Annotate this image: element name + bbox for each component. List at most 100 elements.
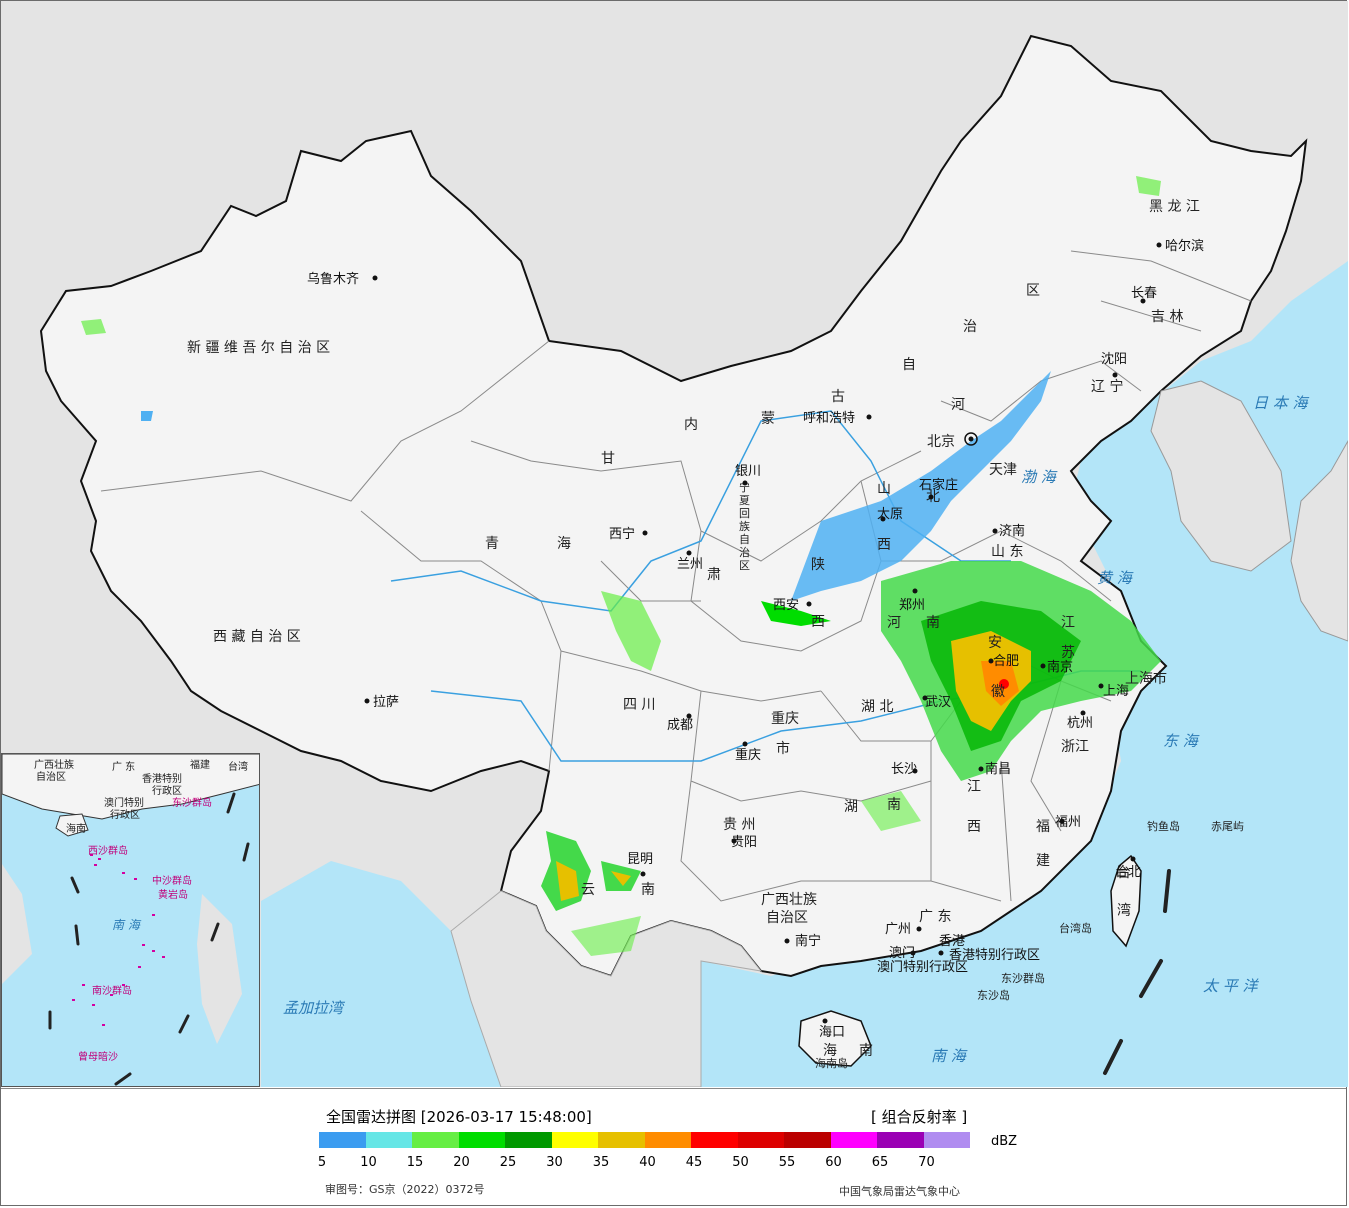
- label-hk-sar: 香港特别行政区: [949, 948, 1040, 963]
- province-neimenggu-1: 内: [684, 417, 698, 433]
- island-dongshaqundao: 东沙群岛: [1001, 971, 1045, 985]
- inset-guangxi-2: 自治区: [36, 772, 66, 783]
- city-harbin: 哈尔滨: [1165, 238, 1204, 254]
- city-nanning: 南宁: [795, 933, 821, 949]
- sea-labels: 渤 海 黄 海 东 海 南 海 日 本 海 太 平 洋 孟加拉湾: [283, 394, 1310, 1065]
- city-taiyuan: 太原: [877, 507, 903, 522]
- city-nanjing: 南京: [1047, 659, 1073, 675]
- tick-label: 40: [639, 1155, 656, 1170]
- province-jiangxi-1: 江: [967, 779, 981, 795]
- inset-hainan: 海南: [66, 824, 86, 835]
- ningxia-c5: 自: [739, 533, 750, 546]
- province-neimenggu-4: 自: [902, 357, 916, 373]
- province-fujian-2: 建: [1036, 853, 1050, 869]
- label-macao-sar: 澳门特别行政区: [877, 959, 968, 975]
- province-shaanxi-1: 陕: [811, 557, 825, 573]
- city-wuhan: 武汉: [925, 695, 951, 710]
- province-jiangsu-2: 苏: [1061, 645, 1075, 661]
- city-shenyang: 沈阳: [1101, 352, 1127, 367]
- tick-label: 35: [592, 1155, 610, 1170]
- province-qinghai-1: 青: [485, 536, 499, 552]
- city-hangzhou: 杭州: [1067, 716, 1093, 731]
- city-shijiazhuang: 石家庄: [919, 477, 958, 493]
- city-markers: [364, 242, 1162, 1024]
- province-henan-1: 河: [887, 615, 901, 631]
- ocean: [701, 1, 1348, 1087]
- color-swatch-9: [737, 1132, 784, 1148]
- province-shanxi-1: 山: [877, 481, 891, 497]
- korea-peninsula: [1150, 380, 1292, 572]
- color-swatch-12: [877, 1132, 924, 1148]
- province-xinjiang: 新 疆 维 吾 尔 自 治 区: [187, 340, 330, 356]
- city-kunming: 昆明: [627, 852, 653, 867]
- inset-huangyan: 黄岩岛: [158, 890, 188, 901]
- inset-guangdong: 广 东: [112, 762, 136, 773]
- tick-label: 65: [871, 1155, 889, 1170]
- color-swatch-6: [598, 1132, 645, 1148]
- ningxia-c3: 回: [739, 507, 750, 520]
- province-jiangsu-1: 江: [1061, 615, 1075, 631]
- city-zhengzhou: 郑州: [899, 598, 925, 613]
- province-hebei-1: 河: [951, 397, 965, 413]
- island-hainandao: 海南岛: [815, 1056, 848, 1070]
- province-anhui-2: 徽: [991, 684, 1005, 700]
- inset-nanhai: 南 海: [112, 918, 140, 932]
- color-swatch-3: [458, 1132, 505, 1148]
- province-heilongjiang: 黑 龙 江: [1149, 199, 1200, 215]
- sea-taipingyang: 太 平 洋: [1203, 977, 1260, 995]
- beijing-marker-dot: [968, 436, 974, 442]
- south-china-sea-inset: 广西壮族 自治区 广 东 福建 台湾 香港特别 行政区 澳门特别 行政区 东沙群…: [1, 753, 260, 1087]
- province-jiangxi-2: 西: [967, 819, 981, 835]
- city-xining: 西宁: [609, 526, 635, 542]
- province-tianjin: 天津: [989, 462, 1017, 478]
- province-chongqing: 重庆: [771, 711, 799, 727]
- province-hainan-2: 南: [859, 1043, 873, 1059]
- color-bar-ticks: 5 10 15 20 25 30 35 40 45 50 55 60 65 70: [1, 1155, 1001, 1175]
- southeast-asia: [450, 890, 763, 1087]
- sea-donghai: 东 海: [1163, 732, 1200, 750]
- inset-hk-2: 行政区: [152, 786, 182, 797]
- province-qinghai-2: 海: [557, 536, 571, 552]
- province-neimenggu-6: 区: [1026, 283, 1040, 299]
- ningxia-c4: 族: [739, 519, 750, 533]
- city-huhehaote: 呼和浩特: [803, 411, 855, 426]
- beijing-marker: [964, 432, 978, 446]
- ningxia-c6: 治: [739, 545, 750, 559]
- province-borders: [100, 250, 1252, 902]
- province-shandong: 山 东: [991, 544, 1023, 560]
- tick-label: 30: [546, 1155, 563, 1170]
- tick-label: 5: [317, 1155, 327, 1170]
- inset-hk: 香港特别: [142, 774, 182, 785]
- color-swatch-13: [923, 1132, 970, 1148]
- province-yunnan-2: 南: [641, 882, 655, 898]
- color-swatch-8: [691, 1132, 738, 1148]
- province-hainan-1: 海: [823, 1043, 837, 1059]
- province-guizhou: 贵 州: [723, 817, 755, 833]
- sea-bohai: 渤 海: [1021, 468, 1058, 486]
- ningxia-c1: 宁: [739, 480, 750, 494]
- sea-huanghai: 黄 海: [1097, 569, 1134, 587]
- tick-label: 25: [499, 1155, 517, 1170]
- province-yunnan-1: 云: [581, 882, 595, 898]
- inset-macao-2: 行政区: [110, 810, 140, 821]
- city-shanghai-city: 上海: [1103, 684, 1129, 699]
- province-sichuan: 四 川: [623, 697, 655, 713]
- inset-taiwan: 台湾: [228, 762, 248, 773]
- province-zhejiang: 浙江: [1061, 739, 1089, 755]
- color-swatch-5: [551, 1132, 598, 1148]
- ocean-bay-bengal: [261, 861, 501, 1087]
- taiwan-island: [1110, 854, 1142, 948]
- province-guangxi-2: 自治区: [766, 910, 808, 926]
- inset-zengmu: 曾母暗沙: [78, 1052, 118, 1063]
- city-xian: 西安: [773, 598, 799, 613]
- legend-unit: dBZ: [991, 1134, 1018, 1149]
- color-swatch-11: [830, 1132, 877, 1148]
- province-henan-2: 南: [926, 615, 940, 631]
- island-dongshadao: 东沙岛: [977, 988, 1010, 1002]
- sea-mengjialawan: 孟加拉湾: [283, 999, 346, 1017]
- legend-product: [ 组合反射率 ]: [871, 1108, 968, 1126]
- province-anhui-1: 安: [988, 635, 1002, 651]
- province-beijing-label: 北京: [927, 434, 955, 450]
- province-neimenggu-2: 蒙: [761, 411, 775, 427]
- legend-panel: 全国雷达拼图 [2026-03-17 15:48:00] [ 组合反射率 ] d…: [1, 1088, 1346, 1205]
